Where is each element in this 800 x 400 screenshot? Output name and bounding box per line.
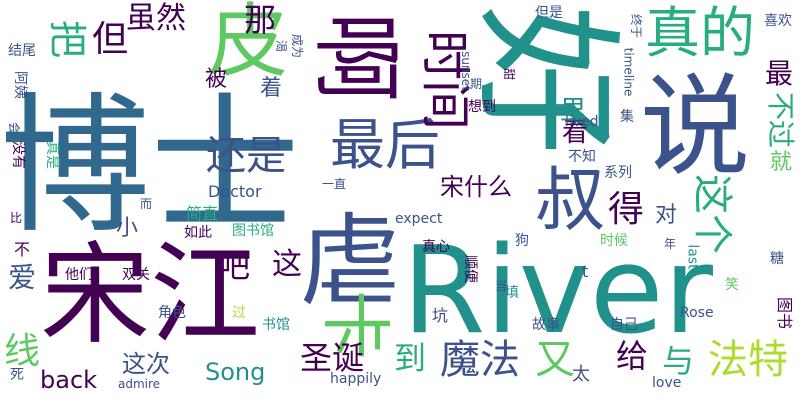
word-river: River (402, 222, 713, 361)
word-last: last (684, 244, 701, 270)
word-zhong-yu: 终于 (629, 13, 644, 39)
word-jue-se: 角色 (158, 305, 186, 321)
word-zhen-de: 真的 (645, 1, 756, 65)
word-tian-fill: 填 (505, 285, 519, 301)
word-jiu: 就 (770, 150, 793, 175)
word-timeline: timeline (621, 47, 636, 97)
word-ru-ci: 如此 (184, 225, 212, 241)
word-jie-wei: 结尾 (8, 43, 36, 59)
word-bi: 比 (10, 211, 23, 225)
word-mo-fa: 魔法 (440, 337, 520, 383)
word-bo-shi: 博士 (0, 80, 301, 254)
word-shuo: 说 (640, 63, 750, 191)
word-shuang-guan: 双关 (122, 267, 150, 283)
word-hui: 会 (7, 121, 22, 135)
word-mei-you: 没有 (10, 141, 26, 169)
word-dang: 当 (495, 279, 508, 293)
word-t: t (582, 262, 589, 281)
word-zhe-2: 这 (272, 247, 302, 282)
word-yu: 与 (662, 342, 695, 380)
word-sheng-dan: 圣诞 (300, 339, 365, 377)
word-fa-te: 法特 (708, 337, 788, 383)
word-guo: 过 (232, 305, 246, 321)
word-bei: 被 (205, 67, 228, 92)
word-bu-guo: 不过 (764, 91, 798, 149)
word-doctor: Doctor (208, 182, 262, 201)
word-tai: 太 (572, 364, 590, 385)
word-na: 那 (244, 1, 277, 39)
word-ba: 把 (45, 19, 90, 59)
word-shi-hou: 时候 (600, 233, 628, 249)
word-li: 里 (560, 96, 587, 126)
word-zhe-ci: 这次 (122, 350, 170, 378)
word-happily: happily (330, 371, 382, 387)
word-tang: 糖 (770, 251, 784, 267)
word-hai-shi: 还是 (206, 133, 286, 179)
word-ba-2: 吧 (218, 247, 251, 285)
word-back: back (40, 366, 98, 394)
word-song: Song (205, 358, 266, 386)
word-tu-shu: 图书 (775, 296, 795, 330)
word-xiao-laugh: 笑 (725, 277, 739, 293)
word-a: 啊 (303, 12, 408, 102)
word-jian-zhi: 简直 (186, 204, 219, 223)
word-de: 得 (608, 189, 645, 230)
word-dan-shi: 但是 (535, 5, 563, 21)
word-zui-hou: 最后 (330, 113, 441, 177)
word-gou: 狗 (515, 233, 529, 249)
word-dui: 对 (655, 203, 678, 228)
word-song-jiang: 宋江 (40, 231, 260, 359)
word-song-shen-me: 宋什么 (440, 173, 512, 201)
word-zi-ji: 自己 (610, 317, 638, 333)
word-gu-shi: 故事 (532, 317, 560, 333)
word-zhen-xin: 真心 (422, 239, 450, 255)
word-pi: 皮 (208, 0, 288, 88)
word-rose: Rose (680, 305, 714, 321)
word-ai: 爱 (8, 261, 37, 294)
word-love: love (652, 375, 682, 391)
word-nue: 虐 (300, 203, 400, 320)
word-er: 而 (140, 197, 153, 211)
word-xi-lie: 系列 (604, 165, 632, 181)
word-si: 死 (10, 367, 24, 383)
word-tu-shu-guan: 图书馆 (232, 223, 274, 239)
word-shun-bian: 顺便 (462, 255, 478, 283)
word-admire: admire (118, 377, 161, 391)
word-ji: 集 (620, 109, 634, 125)
word-shu-guan: 书馆 (262, 317, 290, 333)
word-hao: 好 (458, 4, 633, 156)
word-a-yi: 阿姨 (12, 71, 28, 99)
word-you: 又 (535, 337, 575, 383)
word-sui-ran: 虽然 (126, 1, 186, 36)
word-tian-sweet: 甜 (502, 67, 517, 81)
word-dan: 但 (92, 19, 129, 60)
word-yi-zhi: 一直 (322, 177, 347, 191)
word-ke: 渴 (274, 39, 289, 53)
word-zhe-ge: 这个 (689, 174, 735, 254)
word-xiao: 小 (116, 216, 139, 241)
word-bu: 不 (14, 240, 31, 259)
word-dao: 到 (394, 339, 427, 377)
word-zui: 最 (765, 57, 794, 90)
word-qi: 期 (470, 77, 483, 91)
word-nian: 年 (664, 237, 677, 251)
word-gei: 给 (616, 337, 649, 375)
word-lived: lived (565, 114, 599, 130)
word-shu: 叔 (535, 159, 605, 241)
word-zhen-shi: 真是 (44, 141, 60, 169)
word-keng: 坑 (432, 306, 449, 325)
word-ta-men: 他们 (65, 267, 93, 283)
word-xian: 线 (4, 331, 41, 372)
word-bu-zhi: 不知 (568, 149, 596, 165)
word-xiang-dao: 想到 (468, 99, 496, 115)
word-expect: expect (395, 211, 443, 227)
word-kan: 看 (562, 118, 589, 148)
word-zhe: 着 (260, 76, 283, 101)
word-xi-huan: 喜欢 (764, 13, 792, 29)
word-cheng-wei: 成为 (290, 33, 305, 59)
